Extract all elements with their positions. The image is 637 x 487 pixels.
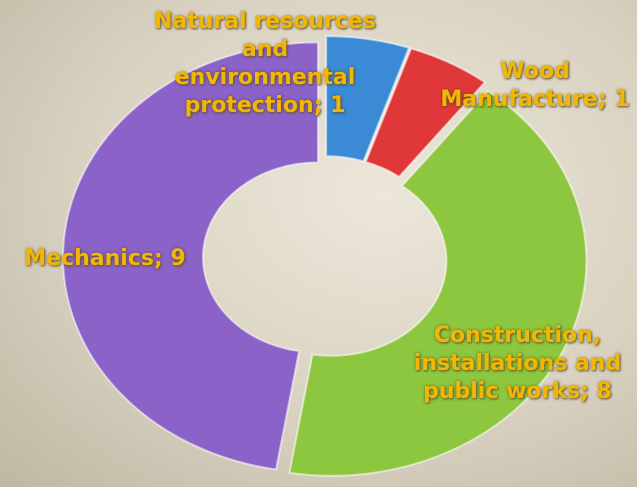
donut-slice [364,47,487,179]
donut-slice [62,41,320,471]
data-label: Wood Manufacture; 1 [440,59,630,112]
data-label: Construction, installations and public w… [413,323,622,404]
donut-slice [288,89,588,477]
donut-slice [325,35,411,163]
data-label: Natural resources and environmental prot… [154,9,376,118]
data-label: Mechanics; 9 [24,246,186,271]
